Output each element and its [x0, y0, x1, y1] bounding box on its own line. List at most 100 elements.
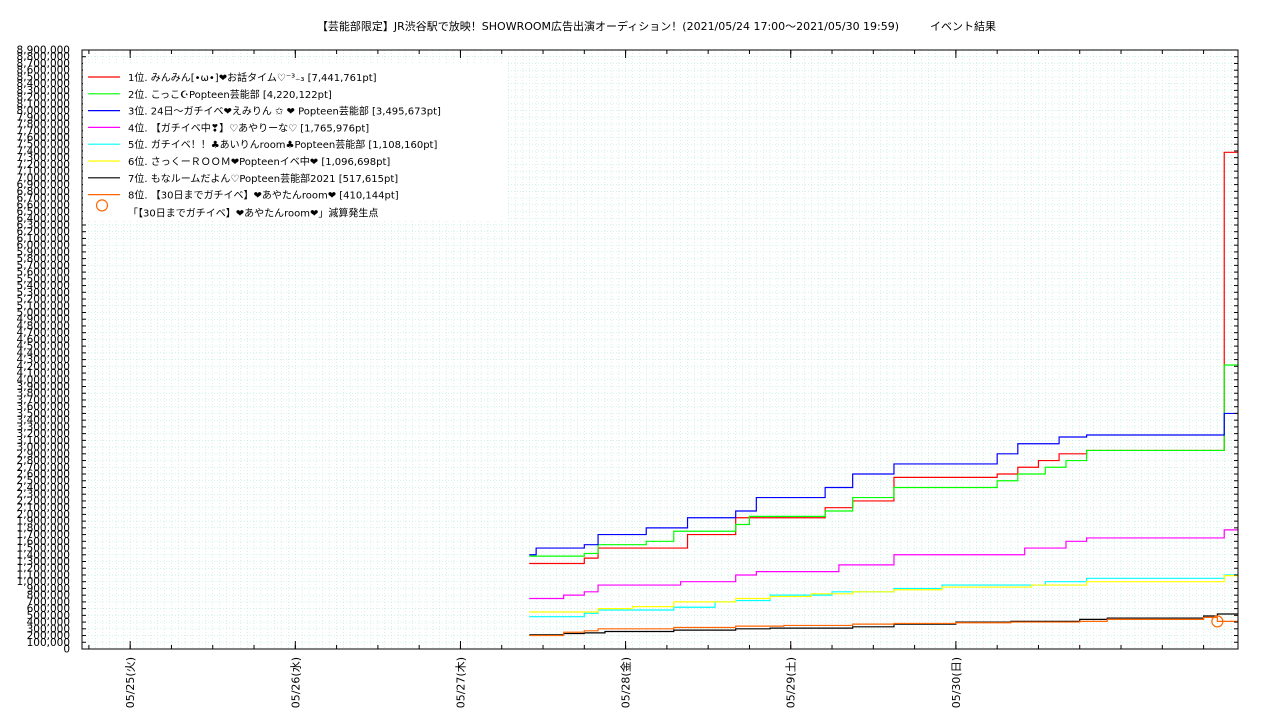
legend-label-5: 5位. ガチイベ！！♣あいりんroom♣Popteen芸能部 [1,108,16… — [128, 138, 437, 151]
y-tick-label: 7,800,000 — [17, 119, 70, 131]
y-tick-label: 2,600,000 — [17, 469, 70, 481]
y-tick-label: 3,500,000 — [17, 408, 70, 420]
y-tick-label: 3,300,000 — [17, 421, 70, 433]
y-tick-label: 1,300,000 — [17, 556, 70, 568]
series-line-1 — [529, 151, 1238, 565]
legend-label-1: 1位. みんみん[•ω•]❤お話タイム♡⁻³₋₃ [7,441,761pt] — [128, 71, 377, 84]
y-tick-label: 300,000 — [27, 623, 70, 635]
y-tick-label: 8,800,000 — [17, 51, 70, 63]
y-tick-label: 1,600,000 — [17, 536, 70, 548]
y-tick-label: 5,200,000 — [17, 294, 70, 306]
legend-label-7: 7位. もなルームだよん♡Popteen芸能部2021 [517,615pt] — [128, 172, 398, 185]
y-tick-label: 8,300,000 — [17, 85, 70, 97]
y-tick-label: 4,600,000 — [17, 334, 70, 346]
y-tick-label: 4,300,000 — [17, 354, 70, 366]
y-tick-label: 6,100,000 — [17, 233, 70, 245]
series-line-2 — [529, 364, 1238, 557]
legend: 1位. みんみん[•ω•]❤お話タイム♡⁻³₋₃ [7,441,761pt] 2位… — [83, 63, 506, 221]
y-tick-label: 4,800,000 — [17, 320, 70, 332]
y-tick-label: 900,000 — [27, 583, 70, 595]
y-tick-label: 3,900,000 — [17, 381, 70, 393]
y-tick-label: 3,100,000 — [17, 435, 70, 447]
y-tick-label: 5,100,000 — [17, 300, 70, 312]
y-tick-label: 4,400,000 — [17, 347, 70, 359]
y-tick-label: 6,700,000 — [17, 193, 70, 205]
y-tick-label: 4,200,000 — [17, 361, 70, 373]
y-tick-label: 3,700,000 — [17, 394, 70, 406]
y-tick-label: 2,300,000 — [17, 489, 70, 501]
y-tick-label: 6,600,000 — [17, 199, 70, 211]
y-tick-label: 7,600,000 — [17, 132, 70, 144]
y-tick-label: 1,900,000 — [17, 516, 70, 528]
y-tick-label: 6,300,000 — [17, 219, 70, 231]
y-tick-label: 5,800,000 — [17, 253, 70, 265]
legend-label-2: 2位. こっこ☪Popteen芸能部 [4,220,122pt] — [128, 88, 332, 101]
series-layer — [529, 151, 1238, 637]
y-tick-label: 3,800,000 — [17, 388, 70, 400]
y-tick-label: 8,900,000 — [17, 45, 70, 57]
y-tick-label: 3,400,000 — [17, 415, 70, 427]
y-tick-label: 2,000,000 — [17, 509, 70, 521]
y-tick-label: 5,400,000 — [17, 280, 70, 292]
y-tick-label: 700,000 — [27, 596, 70, 608]
y-tick-label: 6,200,000 — [17, 226, 70, 238]
y-tick-label: 8,600,000 — [17, 65, 70, 77]
y-tick-label: 6,400,000 — [17, 213, 70, 225]
y-tick-label: 6,900,000 — [17, 179, 70, 191]
series-line-3 — [529, 412, 1238, 556]
y-tick-label: 2,500,000 — [17, 475, 70, 487]
annotation-layer — [1211, 615, 1224, 628]
x-tick-label: 05/25(火) — [124, 657, 137, 708]
y-tick-label: 7,000,000 — [17, 172, 70, 184]
y-tick-label: 5,000,000 — [17, 307, 70, 319]
y-tick-label: 600,000 — [27, 603, 70, 615]
y-tick-label: 8,500,000 — [17, 71, 70, 83]
y-tick-label: 4,100,000 — [17, 368, 70, 380]
legend-marker-annotation — [95, 199, 109, 212]
y-tick-label: 2,800,000 — [17, 455, 70, 467]
y-tick-label: 400,000 — [27, 617, 70, 629]
y-tick-label: 8,000,000 — [17, 105, 70, 117]
x-tick-label: 05/28(金) — [619, 657, 633, 708]
y-tick-label: 3,200,000 — [17, 428, 70, 440]
x-tick-label: 05/29(土) — [785, 657, 798, 708]
y-tick-label: 3,000,000 — [17, 442, 70, 454]
y-tick-label: 5,600,000 — [17, 267, 70, 279]
y-tick-label: 2,400,000 — [17, 482, 70, 494]
y-tick-label: 1,000,000 — [17, 576, 70, 588]
y-tick-label: 7,300,000 — [17, 152, 70, 164]
y-tick-label: 1,800,000 — [17, 522, 70, 534]
y-tick-label: 4,900,000 — [17, 314, 70, 326]
annotation-marker-1 — [1211, 615, 1224, 628]
legend-label-8: 8位. 【30日までガチイベ】❤あやたんroom❤ [410,144pt] — [128, 189, 399, 202]
y-axis: 0100,000200,000300,000400,000500,000600,… — [17, 45, 1238, 656]
y-tick-label: 1,200,000 — [17, 563, 70, 575]
series-line-5 — [529, 574, 1238, 618]
series-line-7 — [529, 613, 1238, 636]
y-tick-label: 800,000 — [27, 590, 70, 602]
y-tick-label: 7,100,000 — [17, 166, 70, 178]
legend-label-6: 6位. さっくーＲＯＯＭ❤Popteenイベ中❤ [1,096,698pt] — [128, 155, 390, 168]
y-tick-label: 8,100,000 — [17, 98, 70, 110]
y-tick-label: 100,000 — [27, 637, 70, 649]
x-axis: 05/25(火) 05/26(水) 05/27(木) 05/28(金) 05/29(土)… — [88, 50, 1205, 708]
y-tick-label: 1,100,000 — [17, 569, 70, 581]
series-line-4 — [529, 529, 1238, 600]
plot-frame — [81, 49, 1239, 650]
y-tick-label: 3,600,000 — [17, 401, 70, 413]
x-tick-label: 05/27(木) — [454, 657, 467, 708]
series-line-6 — [529, 575, 1238, 613]
chart-title: 【芸能部限定】JR渋谷駅で放映！SHOWROOM広告出演オーディション！(202… — [317, 19, 899, 33]
y-tick-label: 7,500,000 — [17, 139, 70, 151]
y-tick-label: 500,000 — [27, 610, 70, 622]
y-tick-label: 7,900,000 — [17, 112, 70, 124]
legend-label-3: 3位. 24日〜ガチイベ❤えみりん ✩ ❤ Popteen芸能部 [3,495,… — [128, 105, 441, 118]
y-tick-label: 6,800,000 — [17, 186, 70, 198]
legend-label-annotation: 「【30日までガチイベ】❤あやたんroom❤」減算発生点 — [128, 206, 378, 219]
legend-label-4: 4位. 【ガチイベ中❣】♡あやりーな♡ [1,765,976pt] — [128, 121, 369, 134]
chart-subtitle: イベント結果 — [930, 19, 996, 33]
y-tick-label: 1,500,000 — [17, 543, 70, 555]
y-tick-label: 7,200,000 — [17, 159, 70, 171]
y-tick-label: 2,100,000 — [17, 502, 70, 514]
